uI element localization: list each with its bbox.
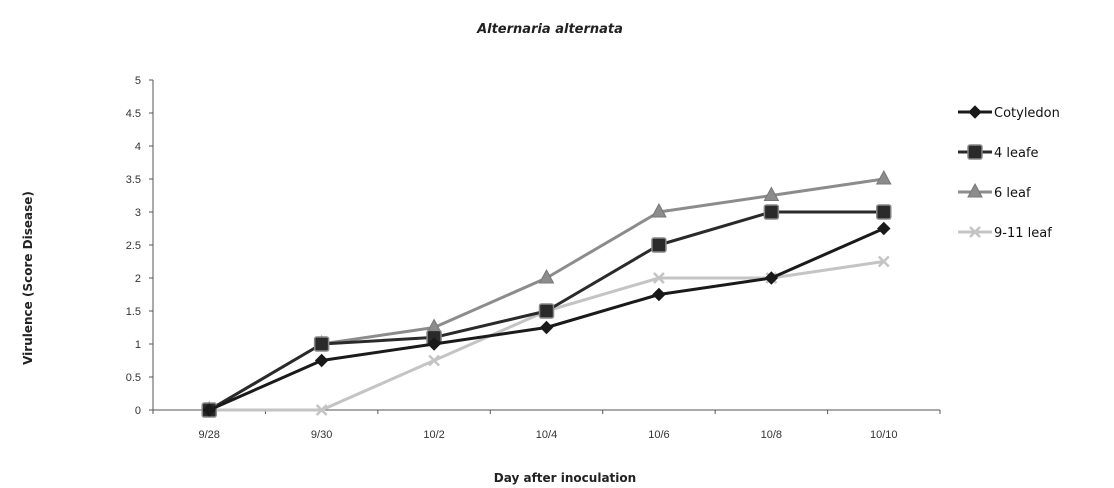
data-point: [877, 221, 891, 236]
y-tick-label: 2: [135, 273, 141, 285]
legend-label: Cotyledon: [994, 106, 1060, 121]
x-tick-label: 9/28: [199, 429, 220, 441]
data-point: [651, 202, 667, 218]
x-tick-label: 10/10: [870, 429, 898, 441]
y-tick-label: 1.5: [126, 306, 141, 318]
data-point: [538, 268, 555, 284]
data-point: [875, 169, 892, 185]
series-cotyledon: [202, 221, 891, 417]
data-point: [653, 272, 665, 284]
legend-item: 4 leafe: [958, 144, 1039, 161]
y-axis-label: Virulence (Score Disease): [21, 191, 35, 365]
x-axis-label: Day after inoculation: [494, 471, 636, 485]
legend-swatch-marker: [968, 105, 982, 119]
legend-label: 4 leafe: [994, 146, 1039, 161]
y-tick-label: 3: [135, 207, 141, 219]
data-point: [315, 404, 328, 416]
data-point: [764, 271, 779, 285]
data-point: [202, 403, 216, 417]
x-tick-label: 10/4: [536, 429, 557, 441]
legend-item: 6 leaf: [958, 182, 1031, 201]
data-point: [539, 320, 554, 335]
legend-label: 9-11 leaf: [994, 226, 1052, 241]
data-point: [652, 287, 666, 302]
data-point: [877, 255, 890, 268]
y-tick-label: 0.5: [126, 372, 141, 384]
legend-item: 9-11 leaf: [958, 226, 1052, 241]
y-tick-label: 2.5: [126, 240, 141, 252]
y-tick-label: 4.5: [126, 108, 141, 120]
data-point: [538, 303, 555, 319]
x-tick-label: 9/30: [311, 429, 332, 441]
y-tick-label: 1: [135, 339, 141, 351]
chart-title: Alternaria alternata: [476, 22, 623, 37]
legend: Cotyledon 4 leafe 6 leaf 9-11 leaf: [958, 105, 1060, 241]
data-point: [314, 353, 329, 368]
x-tick-label: 10/8: [761, 429, 782, 441]
legend-swatch-marker: [967, 182, 983, 198]
y-tick-label: 0: [135, 405, 141, 417]
x-tick-label: 10/2: [423, 429, 444, 441]
data-point: [428, 354, 440, 367]
data-point: [763, 186, 780, 201]
series-layer: [201, 169, 892, 418]
data-point: [427, 337, 441, 351]
legend-item: Cotyledon: [958, 105, 1060, 121]
data-point: [876, 204, 892, 220]
y-tick-label: 5: [135, 75, 141, 87]
series-4-leafe: [201, 204, 892, 418]
legend-swatch-marker: [969, 226, 981, 238]
y-tick-label: 4: [135, 141, 141, 153]
legend-label: 6 leaf: [994, 186, 1031, 201]
y-tick-label: 3.5: [126, 174, 141, 186]
data-point: [313, 336, 330, 352]
legend-swatch-marker: [967, 144, 983, 160]
x-tick-label: 10/6: [648, 429, 669, 441]
data-point: [763, 204, 780, 220]
data-point: [651, 237, 667, 253]
